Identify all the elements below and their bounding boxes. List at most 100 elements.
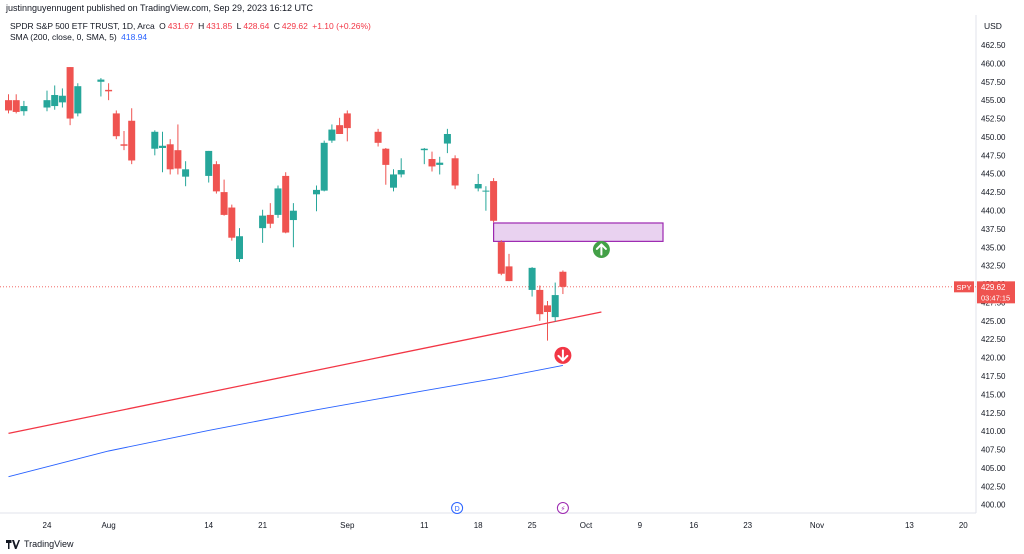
price-tick-label: 447.50 bbox=[981, 151, 1006, 160]
candle-up bbox=[236, 228, 243, 262]
candle-body bbox=[436, 162, 444, 165]
high-label: H bbox=[198, 21, 205, 31]
candle-up bbox=[58, 88, 66, 108]
candle-up bbox=[390, 169, 397, 192]
price-tag-bg bbox=[977, 281, 1015, 304]
sma-legend[interactable]: SMA (200, close, 0, SMA, 5) 418.94 bbox=[10, 32, 149, 42]
candle-down bbox=[343, 110, 351, 142]
candle-body bbox=[536, 289, 544, 315]
candle-up bbox=[51, 85, 59, 110]
candle-body bbox=[58, 95, 66, 103]
candle-body bbox=[51, 95, 59, 107]
candle-body bbox=[97, 79, 105, 82]
candle-body bbox=[43, 100, 51, 108]
time-tick-label: Oct bbox=[580, 521, 593, 530]
dividend-marker: D bbox=[451, 502, 464, 514]
candle-down bbox=[112, 110, 120, 140]
candle-down bbox=[120, 131, 128, 151]
event-marker-circle[interactable] bbox=[556, 502, 569, 514]
candle-up bbox=[151, 130, 159, 156]
candle-body bbox=[128, 120, 136, 161]
price-tick-label: 437.50 bbox=[981, 225, 1006, 234]
candle-up bbox=[289, 203, 297, 248]
candle-body bbox=[544, 305, 551, 312]
time-tick-label: Nov bbox=[810, 521, 824, 530]
sma-layer bbox=[8, 364, 563, 478]
candle-body bbox=[174, 150, 182, 169]
candle-up bbox=[436, 156, 444, 175]
candle-body bbox=[528, 267, 536, 290]
low-value: 428.64 bbox=[243, 21, 270, 31]
footer: TradingView bbox=[6, 539, 74, 549]
arrow-up-icon-glyph bbox=[595, 243, 607, 256]
candle-body bbox=[205, 150, 213, 176]
symbol-name[interactable]: SPDR S&P 500 ETF TRUST, 1D, Arca bbox=[10, 21, 155, 31]
ticker-tag-bg bbox=[954, 281, 974, 293]
candle-up bbox=[74, 83, 82, 117]
candle-body bbox=[112, 113, 120, 137]
arrows-layer bbox=[554, 240, 610, 364]
candle-up bbox=[397, 158, 405, 178]
price-tick-label: 402.50 bbox=[981, 482, 1006, 491]
candle-body bbox=[212, 164, 220, 192]
time-tick-label: 25 bbox=[528, 521, 537, 530]
open-label: O bbox=[159, 21, 166, 31]
price-tick-label: 452.50 bbox=[981, 115, 1006, 124]
candle-up bbox=[482, 186, 490, 211]
price-tick-label: 422.50 bbox=[981, 335, 1006, 344]
candle-body bbox=[159, 145, 166, 148]
candle-body bbox=[105, 89, 113, 92]
price-tick-label: 462.50 bbox=[981, 41, 1006, 50]
candle-up bbox=[420, 147, 428, 165]
candle-up bbox=[43, 90, 51, 112]
candles-layer bbox=[5, 67, 567, 341]
zone-layer bbox=[0, 222, 976, 288]
close-value: 429.62 bbox=[281, 21, 308, 31]
candle-up bbox=[182, 161, 190, 187]
candle-body bbox=[451, 158, 459, 186]
candle-down bbox=[536, 285, 544, 321]
arrow-down-icon bbox=[554, 346, 572, 364]
candle-body bbox=[166, 144, 174, 170]
candle-down bbox=[5, 94, 12, 114]
dividend-marker-circle[interactable] bbox=[451, 502, 464, 514]
candle-body bbox=[390, 174, 397, 188]
low-label: L bbox=[236, 21, 242, 31]
arrow-down-icon-glyph bbox=[557, 349, 569, 362]
candle-body bbox=[151, 131, 159, 149]
candle-up bbox=[205, 150, 213, 183]
candle-body bbox=[428, 159, 436, 167]
candle-body bbox=[343, 113, 351, 129]
currency-label[interactable]: USD bbox=[984, 21, 1002, 31]
time-tick-label: 14 bbox=[204, 521, 213, 530]
candle-up bbox=[159, 131, 166, 173]
candle-body bbox=[12, 100, 20, 112]
change-value: +1.10 (+0.26%) bbox=[312, 21, 371, 31]
candle-down bbox=[220, 179, 228, 216]
price-tick-label: 445.00 bbox=[981, 170, 1006, 179]
high-value: 431.85 bbox=[206, 21, 233, 31]
candle-body bbox=[259, 215, 267, 229]
candle-body bbox=[420, 148, 428, 151]
price-tick-label: 417.50 bbox=[981, 372, 1006, 381]
lightning-icon: ⚡ bbox=[560, 505, 565, 513]
candle-down bbox=[128, 108, 136, 165]
candle-down bbox=[166, 139, 174, 175]
time-axis: 24 Aug 14 21 Sep 11 18 25 Oct 9 16 23 Nov 13 20 bbox=[43, 521, 969, 530]
brand-name: TradingView bbox=[24, 539, 74, 549]
candle-body bbox=[397, 170, 405, 175]
candle-down bbox=[174, 124, 182, 175]
price-tick-label: 455.00 bbox=[981, 96, 1006, 105]
candle-body bbox=[474, 184, 482, 189]
support-trendline bbox=[8, 311, 602, 434]
candle-up bbox=[320, 140, 328, 192]
candle-up bbox=[313, 185, 320, 212]
last-price-tag: 429.62 bbox=[981, 283, 1006, 292]
candle-up bbox=[328, 124, 336, 143]
close-label: C bbox=[273, 21, 280, 31]
candle-body bbox=[443, 133, 451, 144]
candle-down bbox=[12, 94, 20, 114]
open-value: 431.67 bbox=[167, 21, 194, 31]
candle-down bbox=[428, 151, 436, 172]
